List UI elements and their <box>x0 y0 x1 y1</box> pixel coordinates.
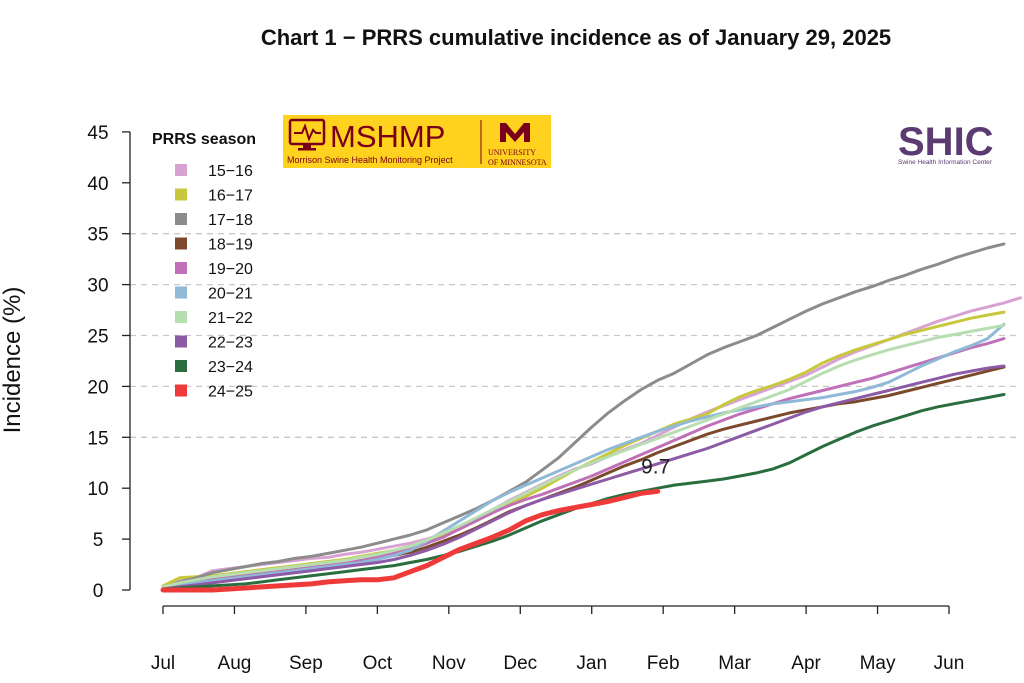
legend-swatch <box>175 384 187 397</box>
legend-label: 18−19 <box>208 237 253 254</box>
legend-label: 16−17 <box>208 188 253 205</box>
y-tick-label: 35 <box>87 225 108 246</box>
legend-label: 17−18 <box>208 212 253 229</box>
axes: 0 5 10 15 20 25 30 35 40 45 Jul Aug Sep Oct Nov Dec Jan F… <box>87 123 964 674</box>
university-line-2: OF MINNESOTA <box>488 158 547 167</box>
legend-label: 23−24 <box>208 359 253 376</box>
series-line-21-22 <box>161 323 1006 589</box>
legend-swatch <box>175 335 187 348</box>
series-line-15-16 <box>161 296 1022 589</box>
legend-label: 20−21 <box>208 286 253 303</box>
y-tick-label: 20 <box>87 377 108 398</box>
x-tick-label: Dec <box>503 653 537 674</box>
x-tick-label: Sep <box>289 653 323 674</box>
x-tick-label: Jan <box>576 653 607 674</box>
legend-swatch <box>175 360 187 372</box>
university-line-1: UNIVERSITY <box>488 148 536 157</box>
legend-label: 21−22 <box>208 310 253 327</box>
y-tick-label: 0 <box>93 581 104 602</box>
x-tick-label: May <box>860 653 896 674</box>
mshmp-wordmark: MSHMP <box>330 119 445 154</box>
mshmp-subtitle: Morrison Swine Health Monitoring Project <box>287 155 453 165</box>
legend-swatch <box>175 262 187 274</box>
legend-swatch <box>175 237 187 250</box>
minnesota-m-icon <box>500 123 530 142</box>
y-tick-label: 40 <box>87 174 108 195</box>
legend-title: PRRS season <box>152 131 256 148</box>
mshmp-logo: MSHMP Morrison Swine Health Monitoring P… <box>283 115 551 168</box>
x-tick-label: Jul <box>151 653 175 674</box>
shic-wordmark: SHIC <box>898 120 994 164</box>
legend-swatch <box>175 213 187 225</box>
series-lines <box>160 242 1022 593</box>
legend-label: 22−23 <box>208 335 253 352</box>
x-tick-label: Apr <box>791 653 821 674</box>
x-tick-label: Feb <box>647 653 680 674</box>
x-tick-label: Oct <box>363 653 393 674</box>
series-line-20-21 <box>161 322 1006 591</box>
monitor-icon <box>288 118 326 151</box>
series-line-22-23 <box>161 364 1006 591</box>
chart-title: Chart 1 − PRRS cumulative incidence as o… <box>261 25 891 50</box>
legend-swatch <box>175 286 187 299</box>
shic-subtitle: Swine Health Information Center <box>898 159 993 166</box>
shic-logo: SHIC Swine Health Information Center <box>898 120 994 166</box>
y-tick-label: 10 <box>87 479 108 500</box>
legend-swatch <box>175 164 187 176</box>
grid-lines <box>130 233 1020 438</box>
x-tick-label: Aug <box>218 653 252 674</box>
series-line-17-18 <box>161 242 1006 590</box>
y-tick-label: 25 <box>87 327 108 348</box>
y-axis-title: Incidence (%) <box>0 287 26 434</box>
series-line-19-20 <box>161 337 1006 590</box>
legend-label: 15−16 <box>208 163 253 180</box>
y-tick-label: 15 <box>87 428 108 449</box>
x-tick-label: Nov <box>432 653 466 674</box>
legend: PRRS season 15−16 16−17 17−18 18−19 19−20 20−… <box>152 131 256 401</box>
legend-swatch <box>175 311 187 323</box>
x-tick-label: Jun <box>934 653 965 674</box>
series-line-24-25 <box>160 488 661 593</box>
legend-label: 19−20 <box>208 261 253 278</box>
legend-swatch <box>175 188 187 201</box>
y-tick-label: 30 <box>87 276 108 297</box>
legend-label: 24−25 <box>208 384 253 401</box>
x-tick-label: Mar <box>718 653 751 674</box>
y-tick-label: 45 <box>87 123 108 144</box>
y-tick-label: 5 <box>93 530 104 551</box>
last-value-annotation: 9.7 <box>641 455 670 478</box>
